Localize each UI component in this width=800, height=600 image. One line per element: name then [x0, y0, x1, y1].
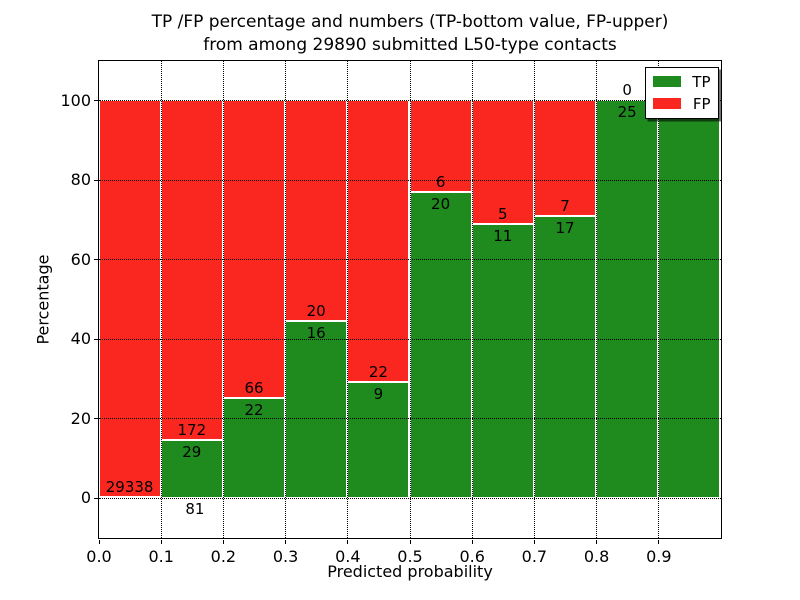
- fp-count-label: 66: [244, 379, 264, 398]
- fp-count-label: 20: [306, 302, 326, 321]
- tp-count-label: 11: [493, 227, 513, 246]
- x-gridline: [222, 60, 224, 538]
- y-tick-mark: [93, 100, 98, 102]
- bar-segment-tp: [658, 100, 721, 498]
- x-gridline: [596, 60, 598, 538]
- bar-segment-tp: [409, 191, 472, 498]
- chart-title-line2: from among 29890 submitted L50-type cont…: [203, 35, 617, 55]
- x-tick-mark: [533, 539, 536, 544]
- x-gridline: [658, 60, 660, 538]
- x-tick-label: 0.6: [459, 547, 485, 566]
- x-tick-mark: [98, 539, 100, 544]
- x-gridline: [471, 60, 473, 538]
- tp-count-label: 81: [185, 499, 205, 518]
- y-axis-label: Percentage: [33, 254, 53, 345]
- bar-segment-fp: [160, 100, 223, 441]
- x-gridline: [160, 60, 162, 538]
- bar-segment-fp: [347, 100, 410, 383]
- bar-segment-fp: [98, 100, 161, 497]
- chart-legend: TP FP: [644, 66, 719, 119]
- x-tick-label: 0.0: [86, 547, 112, 566]
- tp-count-label: 25: [617, 103, 637, 122]
- chart-title-line1: TP /FP percentage and numbers (TP-bottom…: [151, 12, 669, 32]
- x-tick-mark: [658, 539, 660, 544]
- legend-swatch-tp: [652, 76, 681, 87]
- x-gridline: [347, 60, 349, 538]
- y-tick-mark: [93, 338, 98, 340]
- fp-count-label: 7: [560, 197, 570, 216]
- bar-segment-tp: [471, 224, 534, 498]
- x-tick-label: 0.8: [583, 547, 610, 566]
- bar-segment-fp: [222, 100, 286, 399]
- x-tick-mark: [347, 539, 349, 544]
- legend-label-tp: TP: [692, 72, 711, 91]
- fp-count-label: 172: [177, 421, 207, 440]
- bar-segment-fp: [285, 100, 348, 322]
- y-tick-label: 60: [70, 249, 91, 269]
- x-axis-label: Predicted probability: [327, 562, 493, 581]
- x-tick-label: 0.4: [335, 547, 361, 566]
- x-gridline: [533, 60, 535, 538]
- bar-segment-tp: [285, 321, 348, 498]
- fp-count-label: 29338: [105, 477, 154, 496]
- tp-count-label: 16: [306, 324, 326, 343]
- x-tick-label: 0.3: [272, 547, 299, 566]
- tp-count-label: 22: [244, 401, 264, 420]
- legend-label-fp: FP: [692, 94, 711, 113]
- plot-area: 29338811722966222016229620511717025024 T…: [97, 59, 722, 539]
- bar-segment-tp: [160, 440, 223, 498]
- x-tick-label: 0.7: [521, 547, 548, 566]
- x-tick-mark: [409, 539, 411, 544]
- tp-count-label: 17: [555, 219, 575, 238]
- fp-count-label: 0: [622, 81, 632, 100]
- bar-segment-fp: [409, 100, 472, 192]
- x-tick-mark: [160, 539, 162, 544]
- fp-count-label: 5: [498, 205, 508, 224]
- tp-count-label: 29: [182, 443, 202, 462]
- legend-swatch-fp: [652, 98, 681, 109]
- fp-count-label: 22: [368, 363, 388, 382]
- x-tick-mark: [222, 539, 225, 544]
- y-tick-mark: [93, 418, 98, 420]
- legend-row: TP: [652, 72, 711, 91]
- x-gridline: [285, 60, 287, 538]
- y-tick-mark: [93, 497, 98, 499]
- chart-title: TP /FP percentage and numbers (TP-bottom…: [110, 11, 710, 57]
- x-tick-label: 0.9: [646, 547, 672, 566]
- y-tick-label: 20: [70, 408, 91, 428]
- fp-count-label: 6: [435, 172, 446, 191]
- bar-segment-fp: [533, 100, 597, 217]
- x-tick-mark: [285, 539, 287, 544]
- y-tick-label: 100: [60, 90, 91, 110]
- x-tick-label: 0.1: [148, 547, 174, 566]
- bar-segment-tp: [533, 216, 597, 498]
- y-tick-mark: [93, 179, 98, 181]
- x-gridline: [409, 60, 411, 538]
- x-tick-mark: [471, 539, 473, 544]
- y-tick-mark: [93, 259, 98, 261]
- x-tick-label: 0.5: [397, 547, 423, 566]
- bar-segment-tp: [596, 100, 659, 498]
- y-tick-label: 0: [80, 488, 91, 508]
- tp-count-label: 20: [431, 194, 451, 213]
- x-tick-mark: [596, 539, 598, 544]
- tp-count-label: 9: [373, 385, 384, 404]
- legend-row: FP: [652, 94, 711, 113]
- y-tick-label: 80: [70, 170, 91, 190]
- x-tick-label: 0.2: [210, 547, 237, 566]
- plot-inner: 29338811722966222016229620511717025024: [98, 60, 721, 538]
- bar-segment-tp: [347, 382, 410, 498]
- y-tick-label: 40: [70, 329, 91, 349]
